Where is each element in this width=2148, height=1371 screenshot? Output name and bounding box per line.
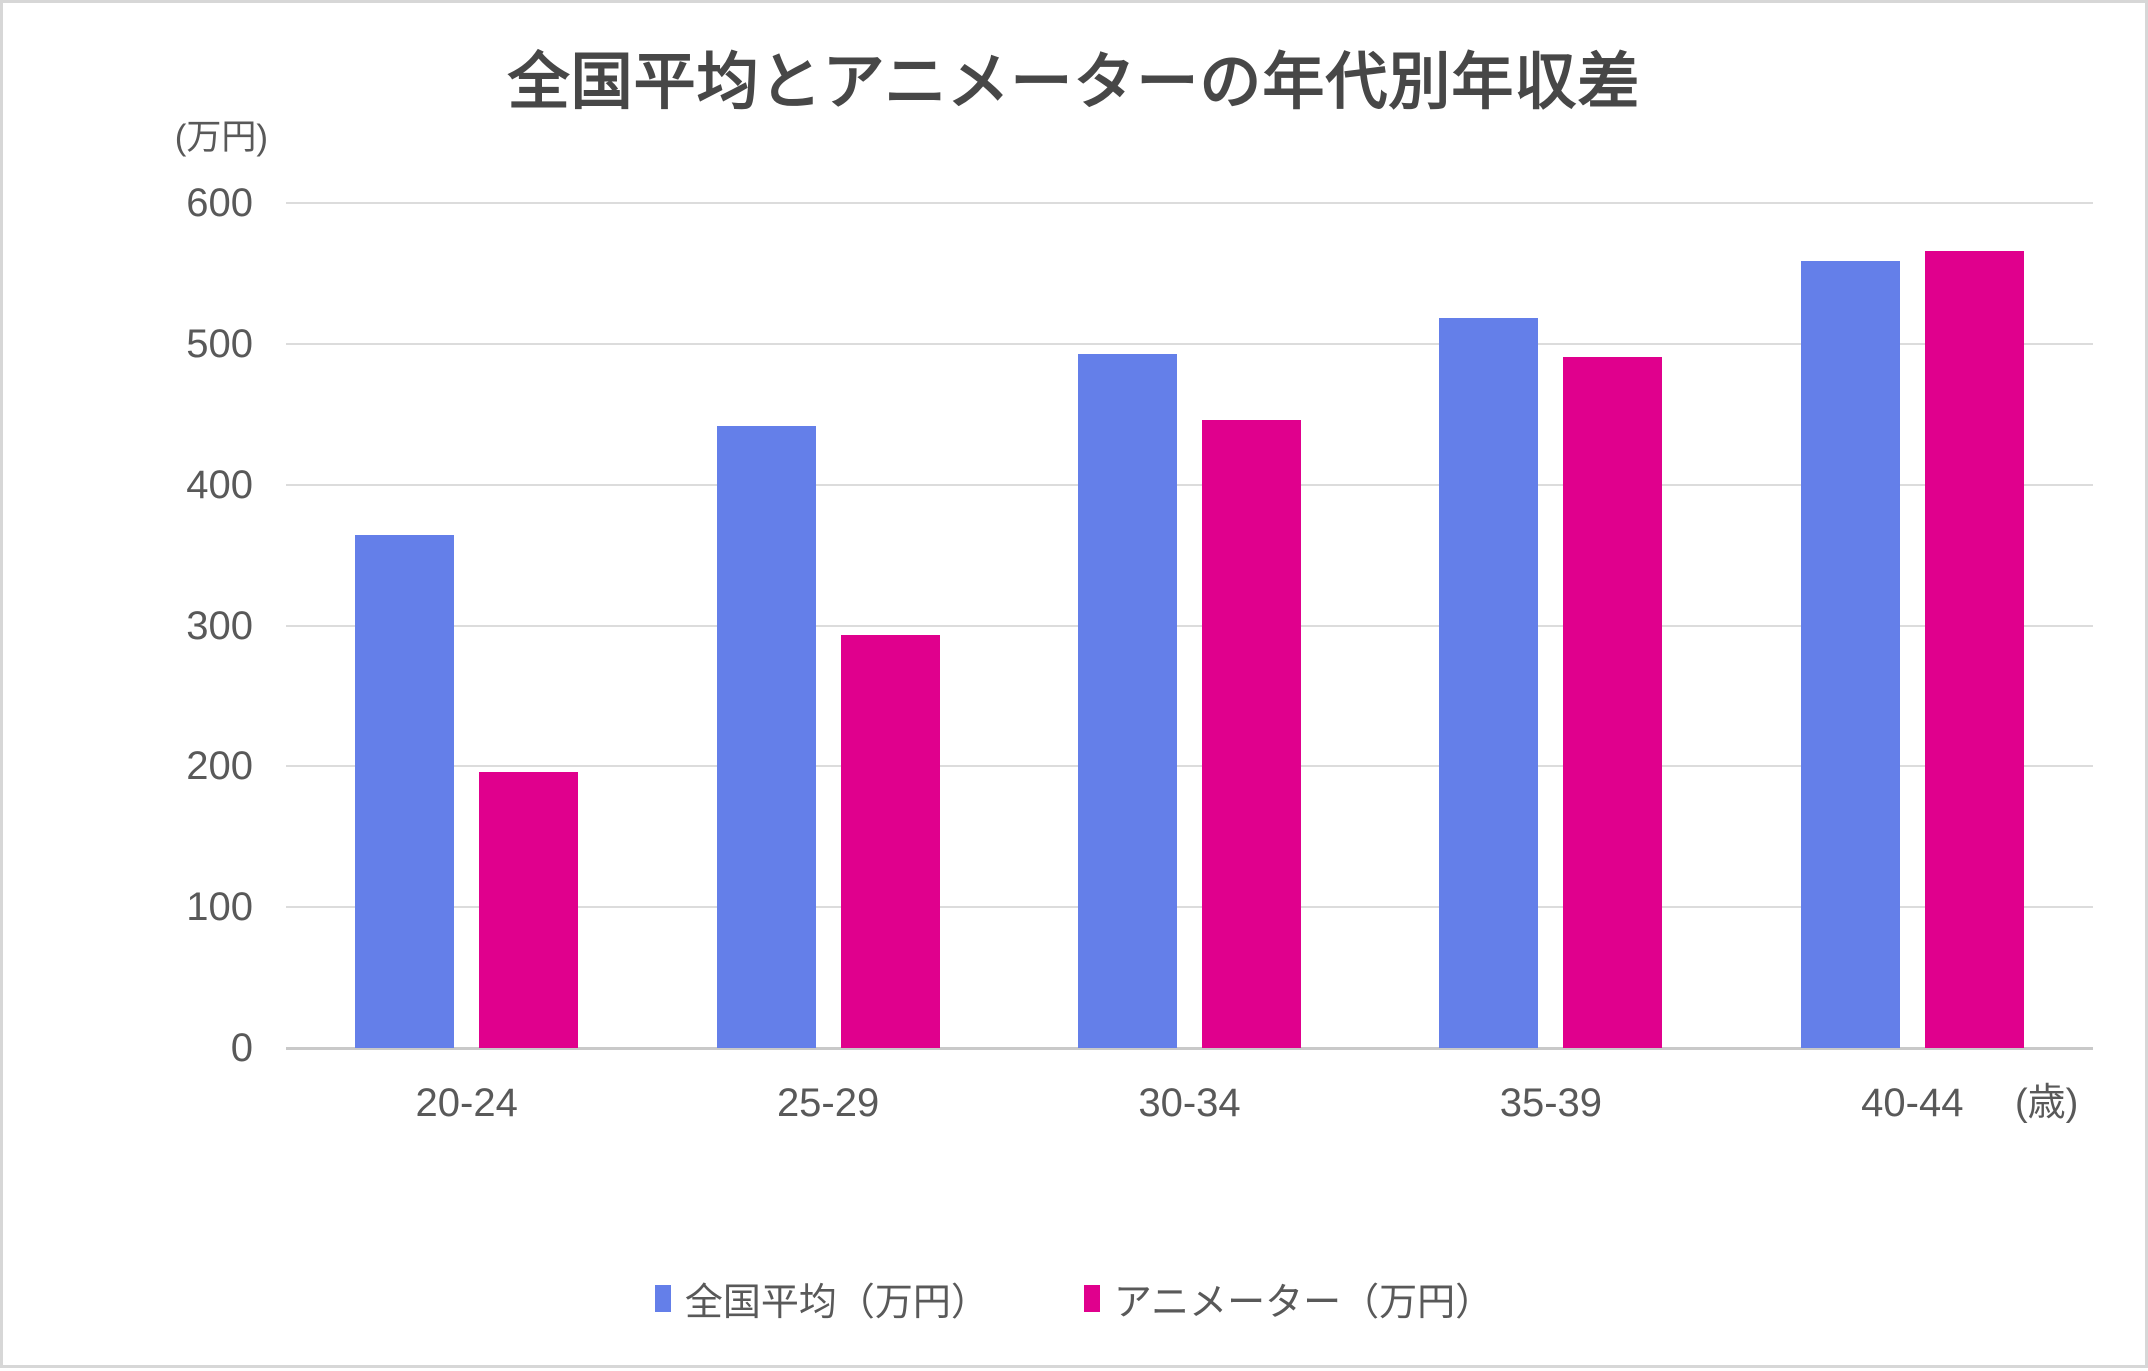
bar-series-0-20-24: [355, 535, 455, 1048]
y-tick-label: 200: [186, 744, 253, 789]
bar-series-0-25-29: [716, 425, 816, 1048]
legend-label: アニメーター（万円）: [1113, 1282, 1494, 1324]
y-tick-label: 600: [186, 181, 253, 225]
gridline: [286, 342, 2093, 345]
legend-swatch-icon: [654, 1285, 671, 1312]
plot-area: 0 100 200 300 400 500 600 20-24 25-29 30-34 35-39 4…: [3, 3, 2148, 1371]
y-tick-label: 400: [186, 462, 253, 507]
y-axis-unit-label: (万円): [174, 118, 268, 157]
legend-item-series-0: 全国平均（万円）: [654, 1271, 989, 1326]
legend-item-series-1: アニメーター（万円）: [1083, 1271, 1494, 1326]
bar-series-0-35-39: [1439, 318, 1539, 1048]
bar-series-1-30-34: [1202, 419, 1301, 1048]
x-tick-label: 40-44: [1861, 1081, 1964, 1125]
bar-series-1-25-29: [840, 635, 940, 1048]
y-tick-label: 500: [186, 321, 253, 366]
gridline: [286, 624, 2093, 627]
gridline: [286, 483, 2093, 486]
bar-series-0-40-44: [1800, 260, 1900, 1048]
chart-title: 全国平均とアニメーターの年代別年収差: [507, 48, 1641, 117]
x-tick-label: 35-39: [1499, 1081, 1603, 1125]
x-tick-label: 20-24: [415, 1081, 518, 1125]
gridline: [286, 906, 2093, 909]
legend-label: 全国平均（万円）: [684, 1282, 989, 1324]
x-tick-label: 25-29: [776, 1081, 880, 1125]
bar-series-1-35-39: [1563, 356, 1663, 1048]
x-axis-line: [286, 1047, 2093, 1050]
bar-series-0-30-34: [1078, 353, 1177, 1048]
gridline: [286, 765, 2093, 768]
y-tick-label: 100: [186, 885, 253, 930]
bar-series-1-40-44: [1924, 250, 2024, 1048]
x-tick-label: 30-34: [1138, 1081, 1241, 1125]
x-axis-unit-label: (歳): [2015, 1082, 2079, 1124]
y-tick-label: 300: [186, 603, 253, 648]
bar-series-1-20-24: [479, 771, 579, 1048]
gridline: [286, 202, 2093, 204]
y-tick-label: 0: [230, 1026, 253, 1070]
chart-legend: 全国平均（万円） アニメーター（万円）: [3, 1271, 2145, 1326]
legend-swatch-icon: [1083, 1285, 1100, 1312]
